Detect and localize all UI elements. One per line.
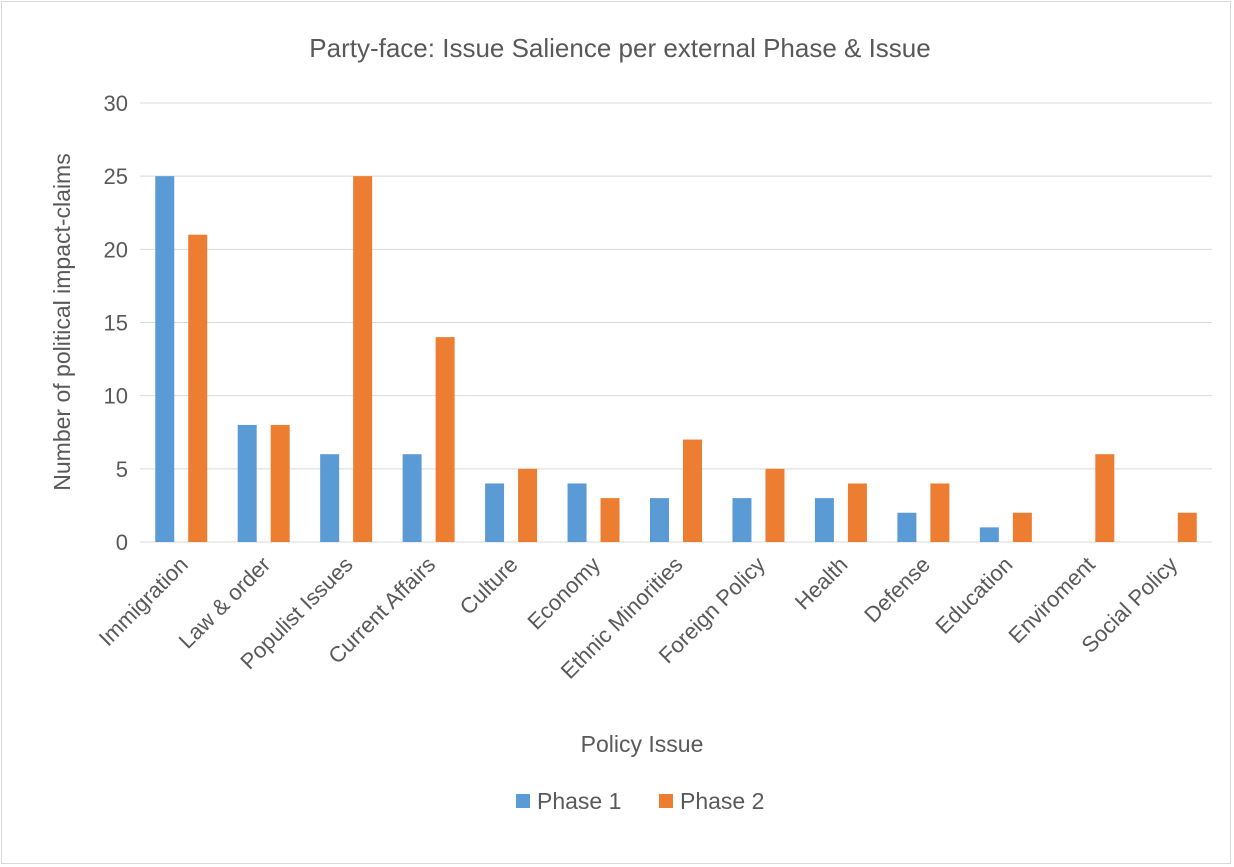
bar-phase-1 xyxy=(320,454,340,542)
x-tick-label: Health xyxy=(790,552,853,615)
x-tick-label: Education xyxy=(931,552,1018,639)
legend-label: Phase 2 xyxy=(680,788,764,814)
bar-phase-2 xyxy=(518,468,538,542)
bar-phase-2 xyxy=(435,337,455,542)
bar-phase-1 xyxy=(237,424,257,542)
legend-swatch xyxy=(659,794,673,808)
x-axis-title: Policy Issue xyxy=(581,731,704,757)
bar-phase-1 xyxy=(897,512,917,542)
x-tick-label: Economy xyxy=(523,552,606,635)
legend-swatch xyxy=(516,794,530,808)
y-tick-label: 25 xyxy=(104,164,128,189)
bar-phase-2 xyxy=(188,234,208,542)
bar-phase-1 xyxy=(402,454,422,542)
x-tick-label: Culture xyxy=(455,552,523,620)
gridlines xyxy=(140,102,1212,543)
bar-phase-1 xyxy=(567,483,587,542)
y-tick-label: 20 xyxy=(104,237,128,262)
bar-phase-1 xyxy=(732,498,752,542)
bar-phase-2 xyxy=(1012,512,1032,542)
bar-phase-2 xyxy=(600,498,620,542)
bar-phase-2 xyxy=(353,176,373,542)
legend-label: Phase 1 xyxy=(537,788,621,814)
bar-phase-2 xyxy=(847,483,867,542)
y-tick-label: 5 xyxy=(116,457,128,482)
bar-phase-1 xyxy=(155,176,175,542)
y-tick-label: 10 xyxy=(104,384,128,409)
bar-phase-2 xyxy=(1095,454,1115,542)
bar-phase-1 xyxy=(979,527,999,542)
x-tick-label: Defense xyxy=(859,552,935,628)
legend: Phase 1 Phase 2 xyxy=(516,788,764,814)
chart-title: Party-face: Issue Salience per external … xyxy=(309,33,930,63)
y-tick-label: 30 xyxy=(104,91,128,116)
y-axis-title: Number of political impact-claims xyxy=(49,153,75,490)
bar-phase-1 xyxy=(650,498,669,542)
bar-phase-2 xyxy=(1177,512,1197,542)
y-tick-label: 0 xyxy=(116,530,128,555)
bar-phase-2 xyxy=(683,439,702,542)
bar-phase-1 xyxy=(485,483,505,542)
bar-phase-2 xyxy=(930,483,950,542)
bar-phase-2 xyxy=(765,468,785,542)
bar-phase-2 xyxy=(270,424,290,542)
bar-phase-1 xyxy=(814,498,834,542)
y-axis-ticks: 0 5 10 15 20 25 30 xyxy=(104,91,128,555)
y-tick-label: 15 xyxy=(104,311,128,336)
bars xyxy=(155,176,1197,542)
